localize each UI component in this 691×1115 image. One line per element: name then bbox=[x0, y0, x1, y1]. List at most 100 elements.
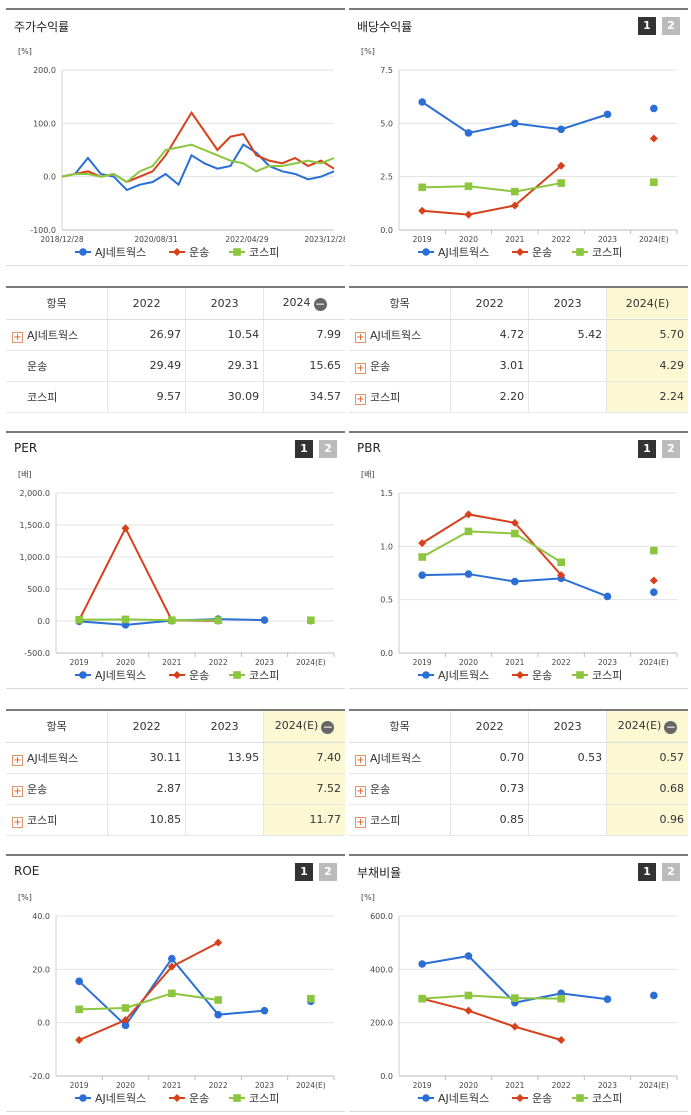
expand-icon[interactable]: + bbox=[12, 785, 23, 797]
legend-marker bbox=[422, 248, 430, 256]
expand-icon[interactable]: + bbox=[355, 816, 366, 828]
row-label-cell[interactable]: + AJ네트웍스 bbox=[6, 742, 109, 774]
value-cell: 0.53 bbox=[528, 742, 608, 774]
collapse-icon[interactable]: − bbox=[321, 719, 335, 734]
legend-label: 코스피 bbox=[249, 246, 279, 259]
x-tick-label: 2020 bbox=[459, 658, 478, 667]
legend-label: AJ네트웍스 bbox=[95, 669, 146, 682]
pager-button-2[interactable]: 2 bbox=[319, 863, 337, 881]
roe-chart: [%] 40.0 20.0 0.0 -20.0 2019 2020 2021 2022 2023 2… bbox=[18, 893, 335, 1105]
table-row: + 코스피 10.85 11.77 bbox=[6, 804, 345, 836]
series-line bbox=[421, 530, 562, 564]
row-label-cell[interactable]: + AJ네트웍스 bbox=[349, 319, 452, 351]
legend-label: 운송 bbox=[189, 669, 209, 682]
data-point bbox=[418, 98, 426, 106]
row-label: 코스피 bbox=[370, 813, 401, 827]
column-header-label: 2022 bbox=[475, 296, 504, 310]
table-header-row: 항목 2022 2023 2024− bbox=[6, 287, 345, 320]
y-tick-label: 2.5 bbox=[380, 173, 393, 182]
value-cell: 7.40 bbox=[263, 742, 345, 774]
pager-button-1[interactable]: 1 bbox=[295, 440, 313, 458]
pager-button-1[interactable]: 1 bbox=[638, 17, 656, 35]
chart-pager: 1 2 bbox=[638, 863, 680, 881]
pager-button-2[interactable]: 2 bbox=[662, 440, 680, 458]
x-tick-label: 2020/08/31 bbox=[134, 235, 177, 244]
y-tick-label: 2,000.0 bbox=[19, 489, 50, 498]
data-point bbox=[214, 1010, 222, 1019]
data-point bbox=[418, 994, 426, 1003]
value-cell: 7.99 bbox=[263, 319, 345, 351]
column-header: 2024(E) bbox=[606, 287, 688, 320]
y-tick-label: 500.0 bbox=[27, 585, 50, 594]
value-cell: 0.57 bbox=[606, 742, 688, 774]
data-point bbox=[603, 995, 612, 1003]
data-point bbox=[214, 616, 222, 625]
data-point bbox=[307, 616, 315, 625]
column-header: 2024(E) − bbox=[263, 710, 345, 743]
value-cell: 2.20 bbox=[450, 381, 530, 413]
data-point bbox=[214, 938, 223, 947]
row-label-cell[interactable]: + 코스피 bbox=[349, 381, 452, 413]
column-header-label: 2023 bbox=[553, 296, 582, 310]
legend-marker bbox=[173, 1094, 181, 1102]
y-unit-label: [배] bbox=[18, 470, 32, 479]
legend-marker bbox=[173, 671, 181, 679]
expand-icon[interactable]: + bbox=[355, 754, 366, 766]
expand-icon[interactable]: + bbox=[355, 393, 366, 405]
chart-pager: 1 2 bbox=[638, 17, 680, 35]
row-label-cell[interactable]: + 코스피 bbox=[349, 804, 452, 836]
table-header-row: 항목 2022 2023 2024(E) − bbox=[6, 710, 345, 743]
value-cell: 11.77 bbox=[263, 804, 345, 836]
chart-panel-per: PER 1 2 [배] 2,000.0 1,500.0 1,000.0 500.0 0.0… bbox=[6, 431, 345, 689]
y-tick-label: 100.0 bbox=[33, 119, 56, 128]
expand-icon[interactable]: + bbox=[355, 331, 366, 343]
table-row: + 운송 0.73 0.68 bbox=[349, 773, 688, 805]
expand-icon[interactable]: + bbox=[12, 754, 23, 766]
data-point bbox=[214, 996, 222, 1004]
x-tick-label: 2019 bbox=[70, 1081, 89, 1090]
expand-icon[interactable]: + bbox=[355, 362, 366, 374]
y-tick-label: 1,500.0 bbox=[19, 521, 50, 530]
expand-icon[interactable]: + bbox=[12, 331, 23, 343]
pager-button-1[interactable]: 1 bbox=[638, 863, 656, 881]
column-header-label: 2023 bbox=[210, 719, 239, 733]
x-tick-label: 2020 bbox=[459, 1081, 478, 1090]
value-cell bbox=[185, 804, 265, 836]
expand-icon[interactable]: + bbox=[355, 785, 366, 797]
table-row: + 운송 3.01 4.29 bbox=[349, 350, 688, 382]
data-point bbox=[418, 539, 427, 548]
series-line bbox=[421, 997, 562, 1041]
data-point bbox=[121, 615, 130, 624]
row-label-cell[interactable]: + 운송 bbox=[6, 773, 109, 805]
column-header-label: 2024 bbox=[282, 295, 311, 309]
pager-button-1[interactable]: 1 bbox=[295, 863, 313, 881]
y-tick-label: 20.0 bbox=[32, 965, 50, 974]
row-label-cell[interactable]: + 운송 bbox=[349, 350, 452, 382]
value-cell: 4.29 bbox=[606, 350, 688, 382]
collapse-icon[interactable]: − bbox=[313, 296, 327, 311]
pager-button-2[interactable]: 2 bbox=[662, 17, 680, 35]
chart-title: PBR bbox=[357, 441, 381, 455]
collapse-icon[interactable]: − bbox=[664, 719, 678, 734]
table-header-row: 항목 2022 2023 2024(E) − bbox=[349, 710, 688, 743]
y-tick-label: 0.0 bbox=[380, 649, 393, 658]
row-label-cell[interactable]: + 운송 bbox=[349, 773, 452, 805]
pager-button-2[interactable]: 2 bbox=[662, 863, 680, 881]
legend-marker bbox=[79, 671, 87, 679]
series-line bbox=[61, 143, 335, 184]
row-label-cell[interactable]: + AJ네트웍스 bbox=[6, 319, 109, 351]
x-tick-label: 2022 bbox=[552, 1081, 571, 1090]
column-header-label: 항목 bbox=[46, 297, 67, 311]
data-point bbox=[650, 991, 658, 1000]
row-label-cell: 운송 bbox=[6, 350, 109, 382]
pager-button-1[interactable]: 1 bbox=[638, 440, 656, 458]
y-tick-label: -500.0 bbox=[24, 649, 50, 658]
expand-icon[interactable]: + bbox=[12, 816, 23, 828]
pager-button-2[interactable]: 2 bbox=[319, 440, 337, 458]
x-tick-label: 2024(E) bbox=[296, 1081, 326, 1090]
row-label-cell[interactable]: + 코스피 bbox=[6, 804, 109, 836]
series-line bbox=[61, 143, 335, 192]
value-cell: 2.24 bbox=[606, 381, 688, 413]
legend-label: 코스피 bbox=[592, 1092, 622, 1105]
row-label-cell[interactable]: + AJ네트웍스 bbox=[349, 742, 452, 774]
